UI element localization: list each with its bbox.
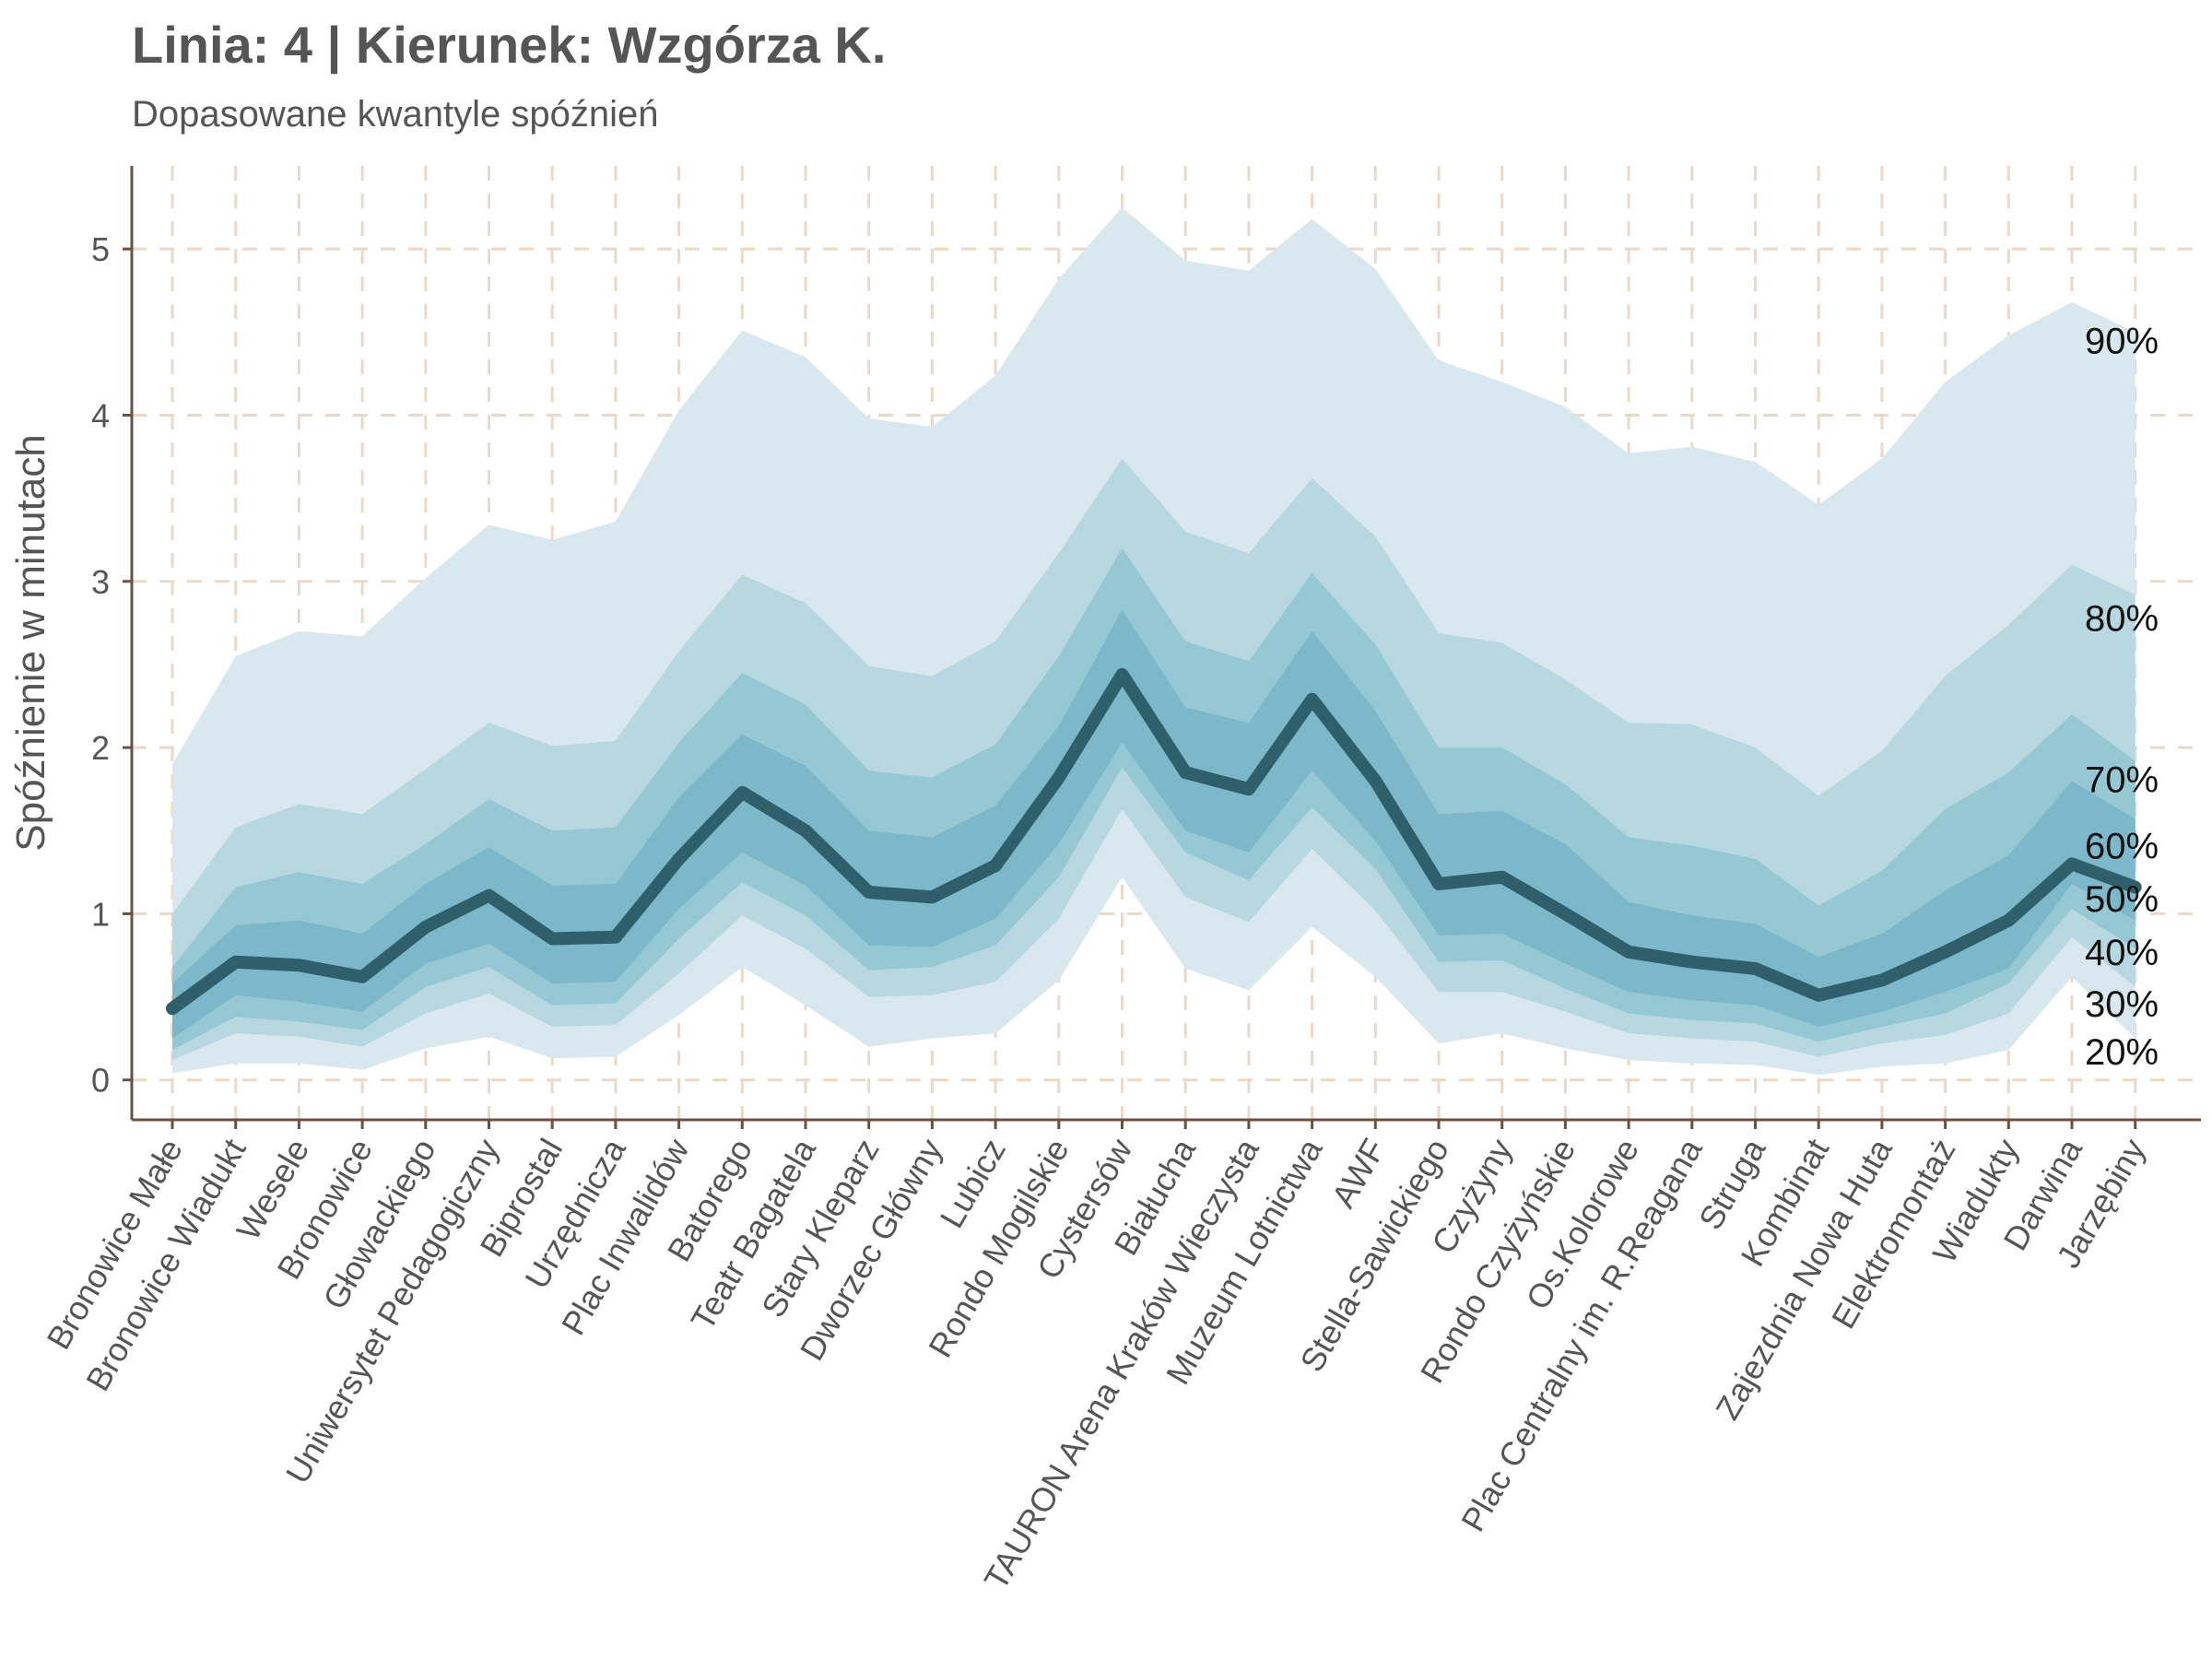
y-axis-title: Spóźnienie w minutach bbox=[8, 434, 53, 851]
quantile-bands bbox=[172, 207, 2136, 1076]
chart-subtitle: Dopasowane kwantyle spóźnień bbox=[132, 94, 659, 135]
band-labels: 90% 80% 70% 60% 50% 40% 30% 20% bbox=[2085, 321, 2159, 1073]
y-tick-label: 2 bbox=[91, 729, 110, 767]
band-label-60: 60% bbox=[2085, 826, 2159, 866]
band-label-50: 50% bbox=[2085, 879, 2159, 920]
median-line-layer bbox=[166, 667, 2142, 1016]
band-label-90: 90% bbox=[2085, 321, 2159, 361]
band-label-80: 80% bbox=[2085, 598, 2159, 639]
band-label-20: 20% bbox=[2085, 1032, 2159, 1073]
y-tick-label: 5 bbox=[91, 230, 110, 268]
band-label-30: 30% bbox=[2085, 984, 2159, 1025]
band-label-40: 40% bbox=[2085, 933, 2159, 973]
y-tick-label: 0 bbox=[91, 1062, 110, 1100]
median-line bbox=[166, 667, 2142, 1016]
chart-title: Linia: 4 | Kierunek: Wzgórza K. bbox=[132, 16, 887, 74]
y-tick-label: 4 bbox=[91, 396, 110, 434]
quantile-band-60 bbox=[172, 609, 2136, 1039]
band-label-70: 70% bbox=[2085, 759, 2159, 800]
y-tick-label: 1 bbox=[91, 895, 110, 933]
y-tick-label: 3 bbox=[91, 563, 110, 601]
